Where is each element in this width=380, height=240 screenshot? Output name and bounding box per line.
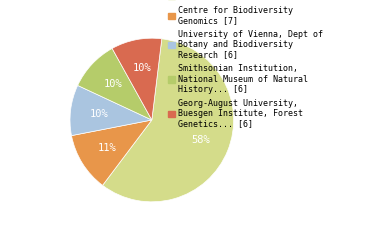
Wedge shape	[112, 38, 162, 120]
Wedge shape	[70, 85, 152, 136]
Text: 58%: 58%	[192, 135, 211, 145]
Text: 10%: 10%	[103, 79, 122, 89]
Text: 10%: 10%	[90, 108, 108, 119]
Text: 10%: 10%	[132, 63, 151, 73]
Wedge shape	[71, 120, 152, 185]
Wedge shape	[103, 39, 234, 202]
Wedge shape	[78, 48, 152, 120]
Legend: Mined from GenBank, NCBI [35], Centre for Biodiversity
Genomics [7], University : Mined from GenBank, NCBI [35], Centre fo…	[168, 0, 323, 128]
Text: 11%: 11%	[97, 143, 116, 153]
